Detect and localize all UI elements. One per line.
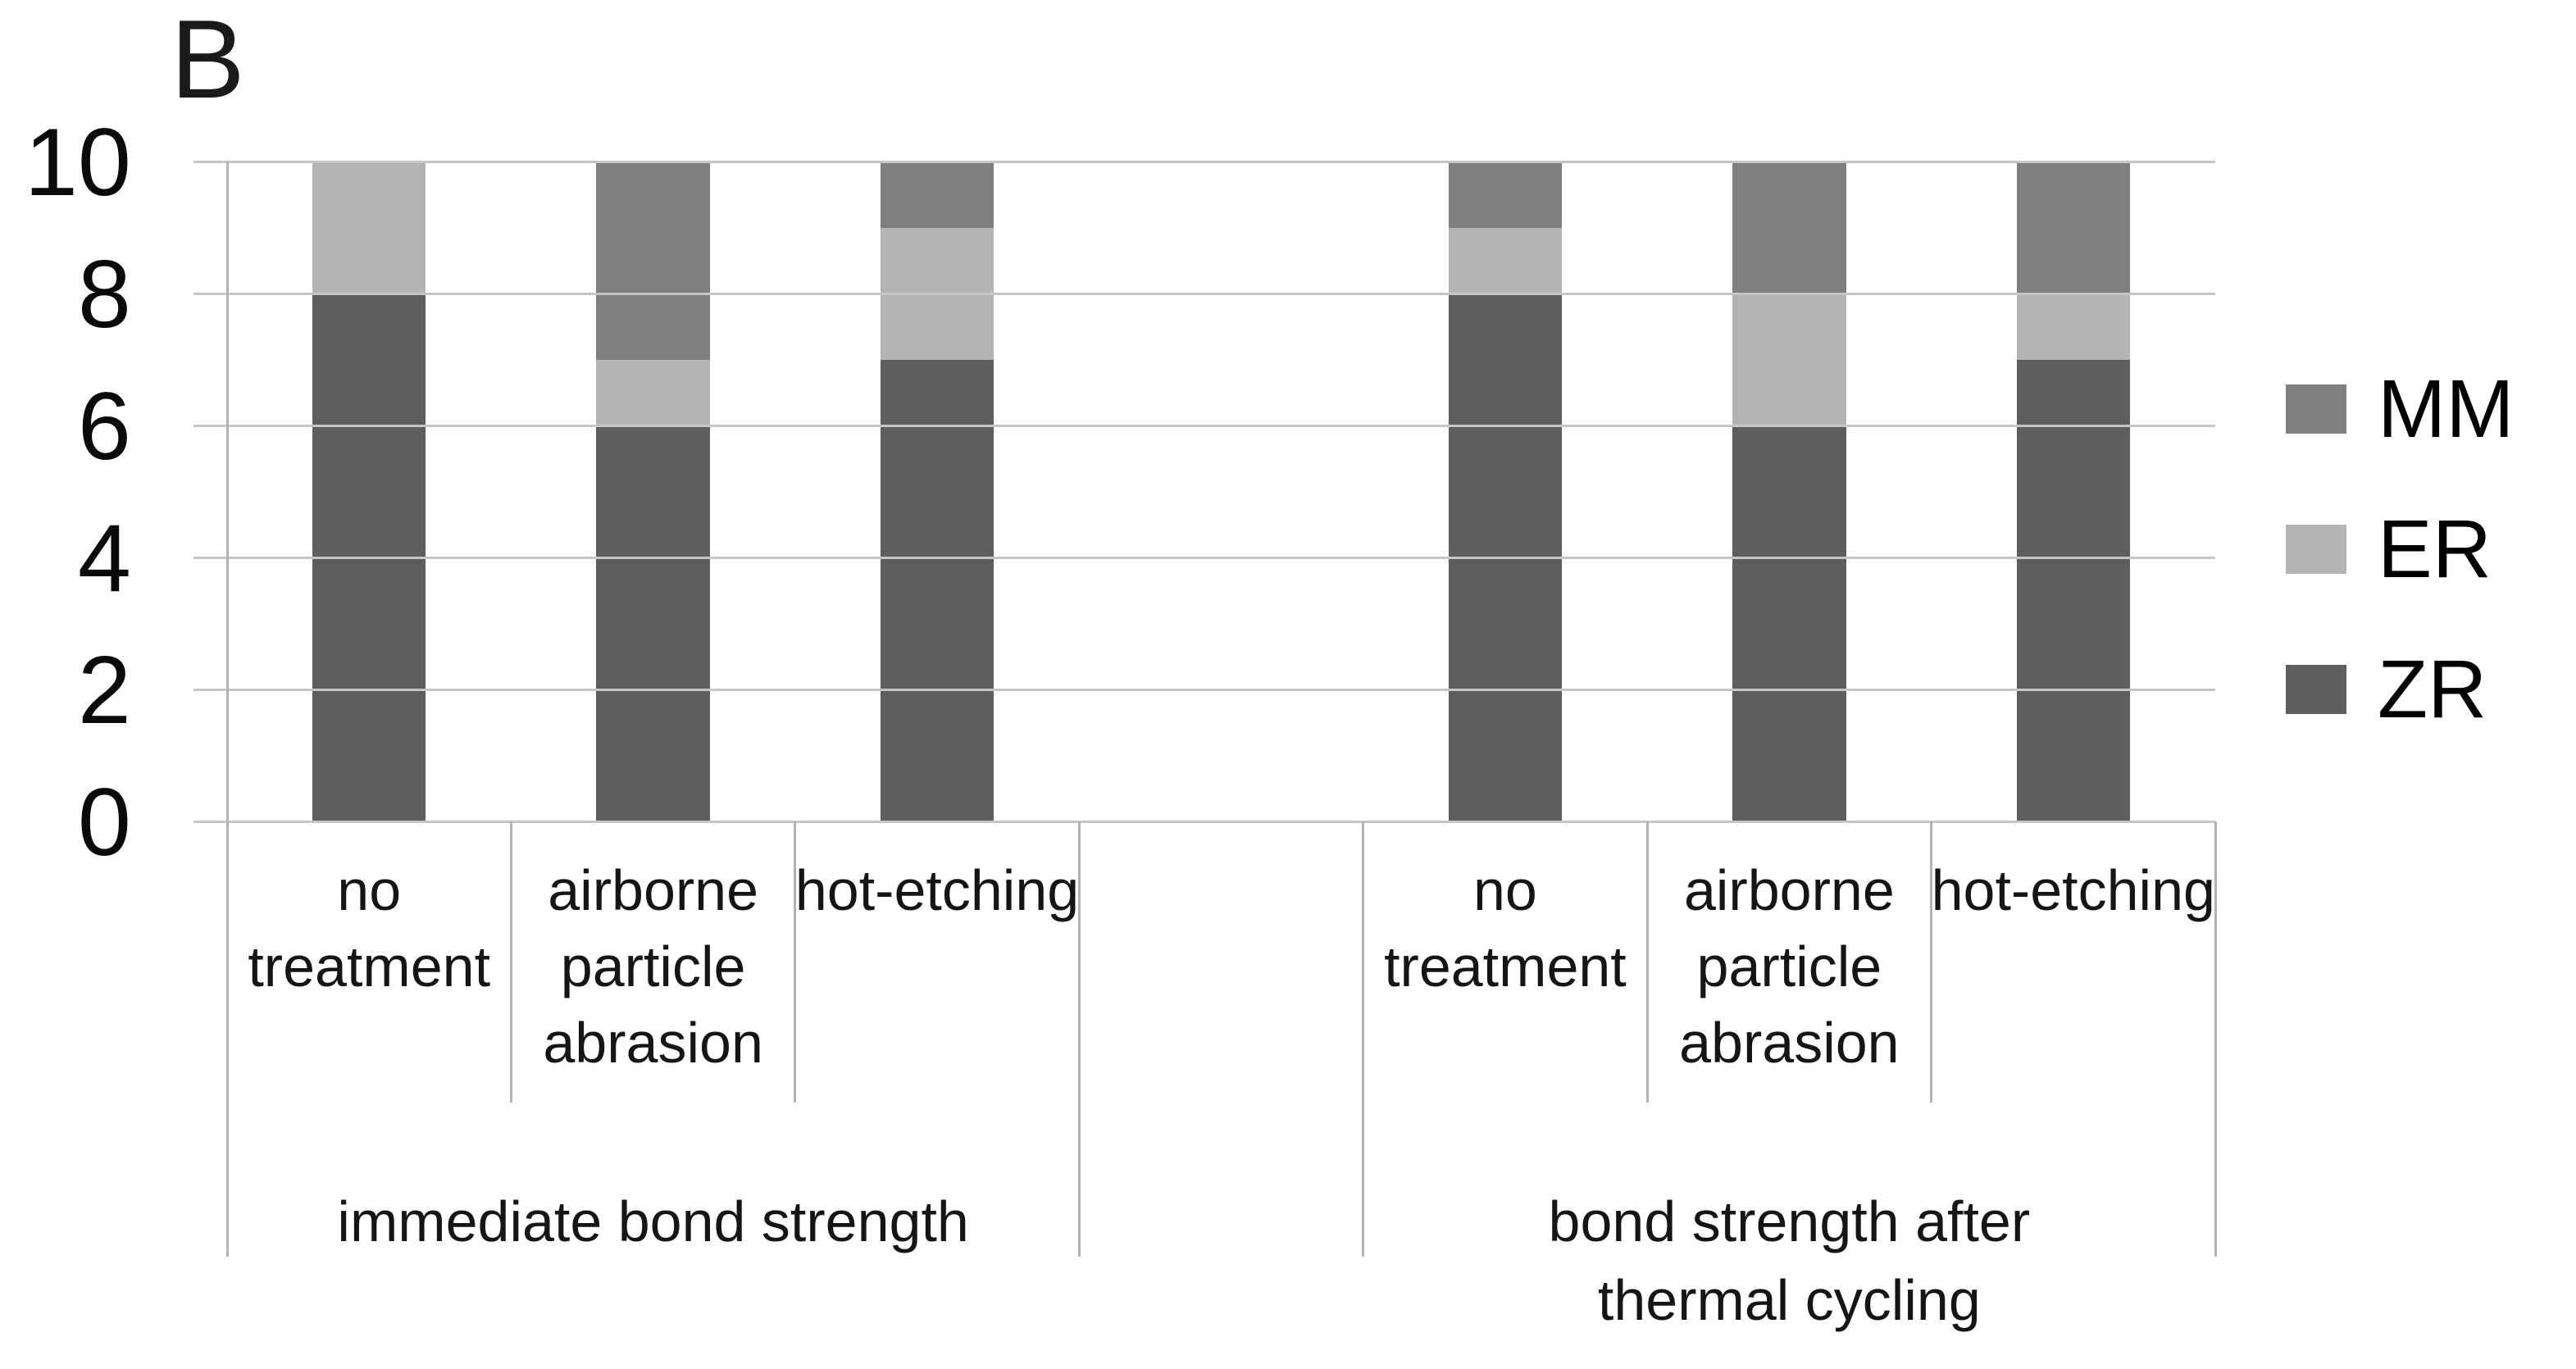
- group-label-text: bond strength after thermal cycling: [1548, 1189, 2031, 1332]
- legend-label: ER: [2378, 503, 2492, 595]
- gridline: [193, 556, 2215, 559]
- group-label: bond strength after thermal cycling: [1363, 1182, 2215, 1339]
- gridline: [193, 160, 2215, 163]
- legend-item-er: ER: [2286, 501, 2515, 598]
- bar-segment-zr: [596, 425, 710, 821]
- group-divider-line: [1077, 821, 1081, 1257]
- y-tick-label: 0: [77, 768, 131, 876]
- stacked-bar: [2016, 161, 2131, 821]
- legend-item-mm: MM: [2286, 361, 2515, 457]
- group-label-text: immediate bond strength: [337, 1189, 969, 1253]
- bar-segment-er: [596, 359, 710, 425]
- category-label: airborne particle abrasion: [543, 858, 763, 1075]
- plot-area: [227, 161, 2215, 821]
- category-divider-line: [1645, 821, 1649, 1103]
- stacked-bar: [596, 161, 710, 821]
- bar-segment-zr: [2016, 359, 2131, 821]
- legend: MM ER ZR: [2286, 361, 2515, 738]
- category-label: hot‑etching: [794, 858, 1080, 922]
- y-tick-label: 6: [77, 372, 131, 480]
- legend-label: ZR: [2378, 644, 2487, 735]
- category-divider-line: [794, 821, 797, 1103]
- gridline: [193, 292, 2215, 295]
- bar-segment-mm: [1448, 161, 1563, 228]
- stacked-bar: [312, 161, 426, 821]
- gridline: [193, 688, 2215, 691]
- y-tick-label: 4: [77, 504, 131, 612]
- category-divider-line: [1930, 821, 1933, 1103]
- y-tick-label: 10: [24, 108, 131, 216]
- gridline: [193, 820, 2215, 823]
- y-tick-label: 8: [77, 240, 131, 348]
- bar-segment-mm: [2016, 161, 2131, 293]
- bar-segment-er: [1732, 293, 1846, 425]
- group-label: immediate bond strength: [227, 1182, 1079, 1261]
- legend-swatch-er: [2286, 525, 2346, 574]
- bar-segment-zr: [880, 359, 994, 821]
- y-axis-line: [225, 161, 229, 1257]
- bar-segment-mm: [596, 161, 710, 360]
- bar-segment-er: [1448, 227, 1563, 293]
- group-divider-line: [2214, 821, 2217, 1257]
- legend-label: MM: [2378, 363, 2515, 455]
- group-divider-line: [1362, 821, 1365, 1257]
- stacked-bar: [880, 161, 994, 821]
- legend-swatch-mm: [2286, 384, 2346, 434]
- category-label: hot‑etching: [1931, 858, 2215, 922]
- category-divider-line: [509, 821, 512, 1103]
- bar-segment-er: [312, 161, 426, 293]
- bar-segment-er: [2016, 293, 2131, 360]
- stacked-bar: [1732, 161, 1846, 821]
- category-label: no treatment: [248, 858, 491, 998]
- category-label: no treatment: [1384, 858, 1627, 998]
- bar-segment-zr: [1732, 425, 1846, 821]
- legend-swatch-zr: [2286, 665, 2346, 714]
- y-tick-label: 2: [77, 636, 131, 744]
- bar-segment-mm: [1732, 161, 1846, 293]
- category-label: airborne particle abrasion: [1679, 858, 1900, 1075]
- bar-segment-mm: [880, 161, 994, 228]
- legend-item-zr: ZR: [2286, 641, 2515, 738]
- gridline: [193, 424, 2215, 427]
- panel-label: B: [171, 0, 245, 121]
- stacked-bar: [1448, 161, 1563, 821]
